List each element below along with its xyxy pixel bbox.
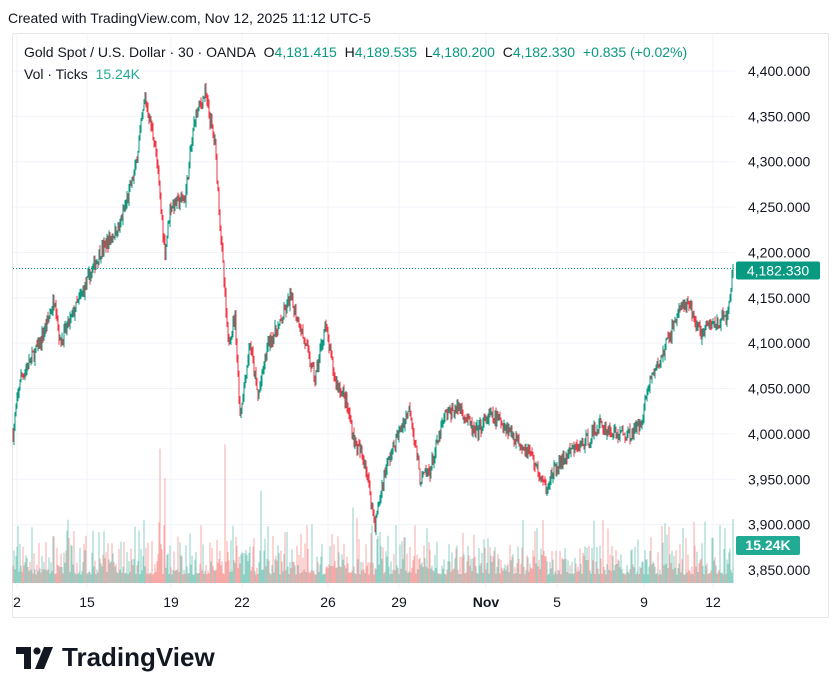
y-tick-label: 4,000.000 (748, 426, 810, 442)
y-tick-label: 3,900.000 (748, 517, 810, 533)
y-tick-label: 4,300.000 (748, 154, 810, 170)
x-tick-label: 5 (553, 594, 561, 610)
ohlc-legend: Gold Spot / U.S. Dollar · 30 · OANDA O4,… (24, 44, 687, 60)
volume-bars (12, 444, 734, 583)
candles (12, 82, 734, 536)
y-tick-label: 4,200.000 (748, 244, 810, 260)
x-tick-label: 22 (234, 594, 250, 610)
time-axis: 2 15 19 22 26 29 Nov 5 9 12 (13, 594, 721, 610)
y-tick-label: 3,850.000 (748, 562, 810, 578)
open-label: O (263, 44, 275, 60)
x-tick-label: 2 (13, 594, 21, 610)
high-label: H (344, 44, 355, 60)
chart-frame (12, 33, 829, 618)
x-tick-label: Nov (473, 594, 500, 610)
volume-value: 15.24K (95, 66, 140, 82)
x-tick-label: 12 (705, 594, 721, 610)
high-value: 4,189.535 (354, 44, 418, 60)
last-price-label: 4,182.330 (747, 262, 809, 278)
y-tick-label: 4,250.000 (748, 199, 810, 215)
price-badges: 4,182.330 15.24K (13, 261, 820, 555)
open-value: 4,181.415 (274, 44, 337, 60)
y-tick-label: 4,050.000 (748, 381, 810, 397)
low-value: 4,180.200 (432, 44, 495, 60)
low-label: L (424, 44, 433, 60)
y-tick-label: 4,100.000 (748, 335, 810, 351)
change-value: +0.835 (+0.02%) (582, 44, 688, 60)
volume-label: Vol · Ticks (24, 66, 88, 82)
last-price-badge (736, 261, 820, 280)
last-volume-label: 15.24K (745, 537, 790, 553)
brand-name: TradingView (62, 642, 215, 672)
x-tick-label: 15 (79, 594, 95, 610)
grid (13, 34, 735, 588)
x-tick-label: 29 (391, 594, 407, 610)
price-axis: 4,400.000 4,350.000 4,300.000 4,250.000 4,20… (748, 63, 810, 578)
y-tick-label: 4,400.000 (748, 63, 810, 79)
y-tick-label: 4,350.000 (748, 108, 810, 124)
created-caption: Created with TradingView.com, Nov 12, 20… (8, 10, 371, 26)
close-label: C (502, 44, 513, 60)
volume-legend: Vol · Ticks 15.24K (24, 66, 140, 82)
tradingview-logo[interactable]: TradingView (16, 642, 215, 673)
x-tick-label: 26 (320, 594, 336, 610)
close-value: 4,182.330 (512, 44, 576, 60)
y-tick-label: 4,150.000 (748, 290, 810, 306)
last-volume-badge (736, 536, 800, 555)
x-tick-label: 9 (640, 594, 648, 610)
symbol-title: Gold Spot / U.S. Dollar · 30 · OANDA (24, 44, 256, 60)
tradingview-logo-icon (16, 646, 53, 669)
y-tick-label: 3,950.000 (748, 471, 810, 487)
x-tick-label: 19 (163, 594, 179, 610)
